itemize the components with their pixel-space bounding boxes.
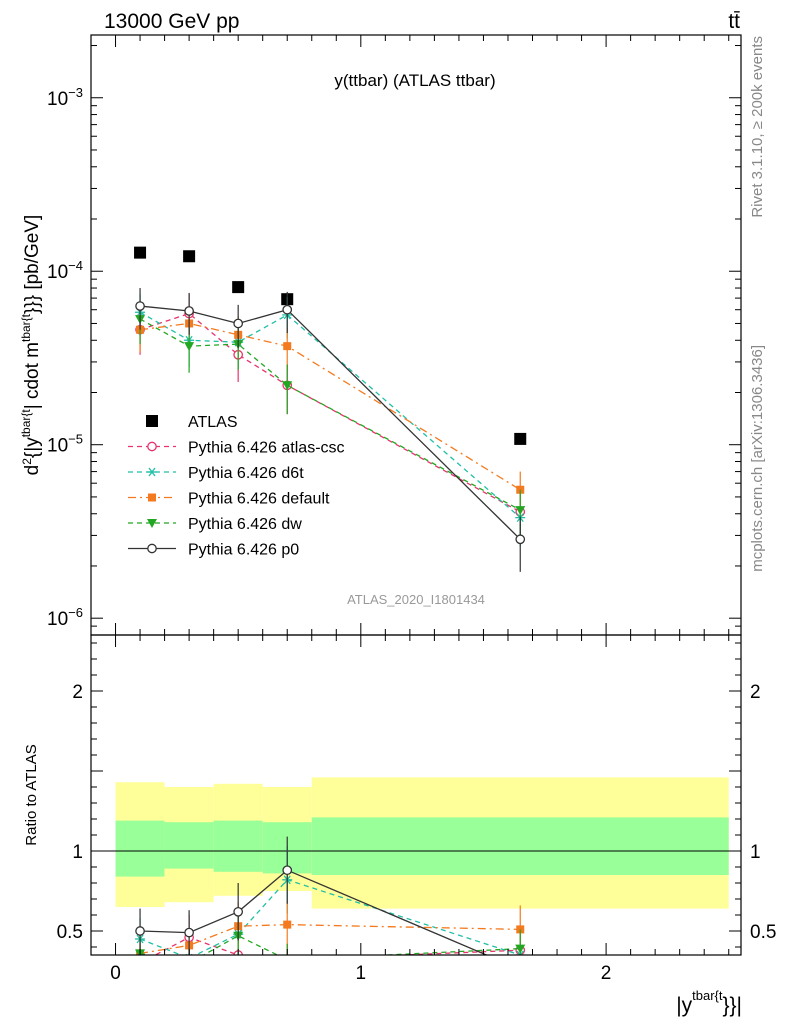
ratio-point (515, 950, 526, 955)
ratio-series-line (139, 879, 521, 955)
ratio-series-4 (135, 836, 524, 973)
ratio-point (282, 865, 293, 876)
legend-entry: Pythia 6.426 p0 (128, 542, 299, 559)
legend-marker (147, 519, 157, 528)
x-tick-label: 2 (601, 963, 612, 984)
x-tick-label: 0 (110, 963, 121, 984)
ratio-point (135, 926, 145, 936)
legend-label: Pythia 6.426 atlas-csc (188, 440, 345, 457)
legend-marker (147, 543, 157, 554)
data-point (233, 318, 244, 329)
data-point (515, 506, 526, 516)
ratio-y-tick-label-right: 1 (750, 842, 761, 863)
legend-label: Pythia 6.426 p0 (188, 542, 299, 559)
data-point (282, 381, 293, 391)
ratio-point (515, 944, 526, 954)
data-point (283, 342, 292, 351)
ratio-y-tick-label-right: 0.5 (750, 922, 776, 943)
legend-label: Pythia 6.426 dw (188, 516, 302, 533)
data-point (515, 534, 526, 545)
y-tick-label: 10−6 (47, 605, 83, 630)
uncertainty-band-inner (311, 817, 729, 875)
data-point (514, 432, 527, 445)
legend-marker (147, 467, 157, 477)
energy-label: 13000 GeV pp (104, 10, 239, 33)
plot-title: y(ttbar) (ATLAS ttbar) (334, 71, 495, 90)
analysis-watermark: ATLAS_2020_I1801434 (347, 592, 485, 607)
legend-label: Pythia 6.426 default (188, 491, 330, 508)
ratio-y-tick-label: 1 (72, 842, 83, 863)
legend-entry: Pythia 6.426 atlas-csc (128, 440, 345, 457)
ratio-point (516, 965, 524, 973)
ratio-series-line (153, 936, 521, 955)
ratio-point (136, 959, 144, 967)
legend-marker (148, 493, 156, 502)
xlabel: |ytbar{t}}| (676, 988, 742, 1017)
series-line (139, 311, 521, 519)
data-point (184, 306, 194, 316)
asterisk-stroke (516, 950, 522, 955)
ratio-point (184, 927, 194, 938)
data-point (135, 301, 145, 311)
legend-marker (147, 441, 157, 452)
series-0 (134, 246, 527, 445)
x-tick-label: 1 (356, 963, 367, 984)
legend-entry: Pythia 6.426 dw (128, 516, 302, 533)
ratio-y-tick-label: 0.5 (57, 922, 83, 943)
ratio-point (286, 954, 288, 955)
uncertainty-band-inner (164, 822, 214, 869)
y-tick-label: 10−4 (47, 258, 83, 283)
data-point (232, 281, 245, 294)
ratio-point (184, 959, 194, 968)
data-point (282, 304, 293, 315)
uncertainty-band-inner (115, 820, 165, 877)
ratio-y-tick-label-right: 2 (750, 682, 761, 703)
y-tick-label: 10−5 (47, 432, 83, 457)
series-line (139, 322, 521, 491)
y-tick-label: 10−3 (47, 85, 83, 110)
data-point (184, 342, 195, 352)
series-line (139, 318, 521, 511)
legend-entry: ATLAS (146, 414, 238, 431)
legend-entry: Pythia 6.426 d6t (128, 465, 304, 482)
data-point (183, 250, 196, 263)
series-3 (136, 304, 525, 514)
process-label: tt̄ (728, 10, 740, 33)
ratio-ylabel: Ratio to ATLAS (23, 744, 40, 845)
legend-label: Pythia 6.426 d6t (188, 465, 304, 482)
asterisk-stroke (519, 950, 524, 955)
legend-entry: Pythia 6.426 default (128, 491, 330, 508)
ratio-point (233, 906, 244, 917)
site-label: mcplots.cern.ch [arXiv:1306.3436] (749, 345, 766, 572)
asterisk-stroke (148, 467, 156, 477)
series-line (139, 312, 521, 513)
ratio-series-2 (136, 900, 525, 955)
ratio-point (282, 956, 292, 965)
ratio-point (283, 920, 292, 929)
series-5 (135, 288, 526, 572)
main-ylabel: d2{|ytbar{t| cdot mtbar{t}}} [pb/GeV] (19, 215, 43, 476)
rivet-label: Rivet 3.1.10, ≥ 200k events (749, 36, 766, 218)
legend-label: ATLAS (188, 414, 238, 431)
ratio-frame (90, 634, 742, 956)
legend-marker (146, 415, 158, 427)
ratio-y-tick-label: 2 (72, 682, 83, 703)
data-point (134, 246, 147, 259)
uncertainty-band-inner (213, 820, 263, 872)
